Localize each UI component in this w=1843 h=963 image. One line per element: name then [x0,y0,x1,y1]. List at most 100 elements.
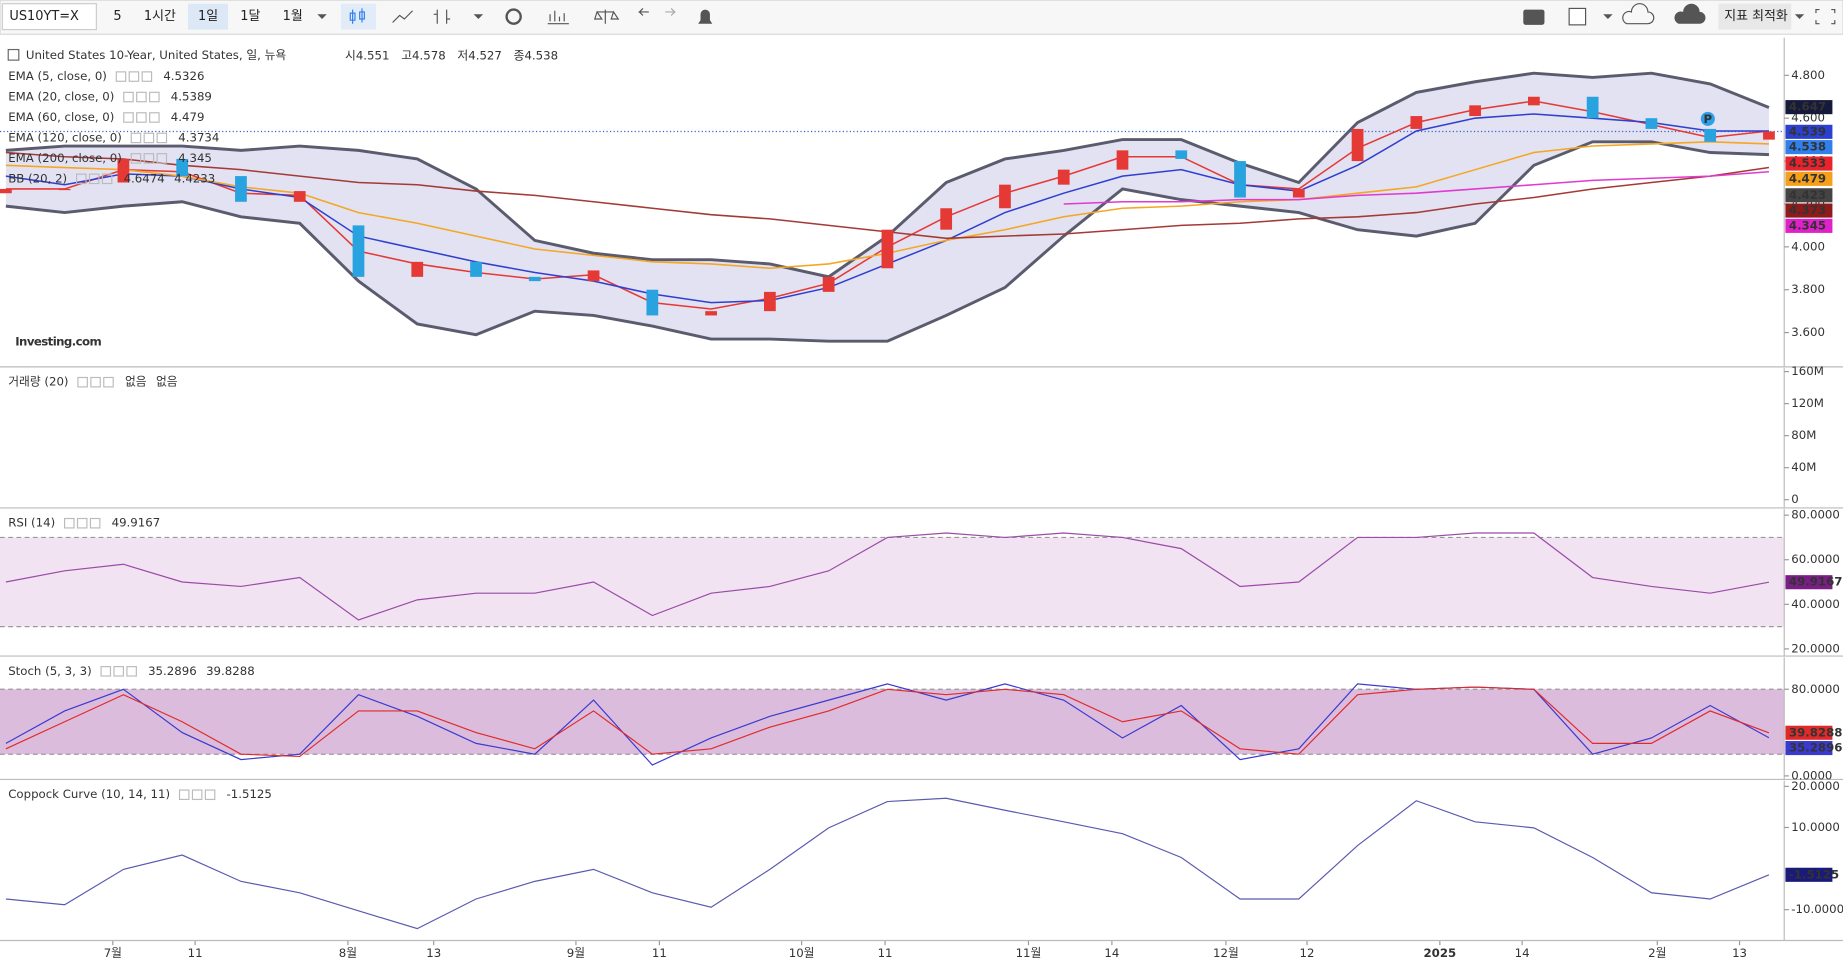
bar-icon[interactable] [433,9,451,24]
compare-icon[interactable] [593,9,620,24]
legend-icon[interactable] [123,112,134,123]
fullscreen-icon[interactable] [1815,8,1836,25]
x-tick-label: 13 [426,946,441,960]
legend-icon[interactable] [143,132,155,144]
legend-icon[interactable] [76,517,88,529]
legend-value: -1.5125 [227,787,272,801]
legend-icon[interactable] [126,666,137,677]
candle [1234,161,1246,198]
legend-icon[interactable] [88,173,100,185]
collapse-icon[interactable] [7,48,20,61]
legend-name: 거래량 (20) [8,375,68,389]
candle [176,158,189,177]
value-tag-label: 39.8288 [1789,725,1843,739]
legend-icon[interactable] [130,132,142,144]
x-tick-label: 2025 [1423,946,1456,960]
toolbar: US10YT=X 지표 최적화 5 1시간 1일 1달 1월 [0,0,1843,35]
ohlc-prefix: 시 [345,48,356,62]
band-fill [5,73,1769,342]
legend-icon[interactable] [136,112,147,123]
interval[interactable]: 5 [113,9,121,24]
chart-title: United States 10-Year, United States, 일,… [26,48,287,62]
settings-icon[interactable] [505,8,522,25]
legend-icon[interactable] [128,71,140,82]
optimize-label[interactable]: 지표 최적화 [1724,9,1788,24]
symbol-box[interactable] [1,3,97,31]
dropdown[interactable] [317,14,327,19]
dropdown[interactable] [1603,14,1613,19]
ohlc-prefix: 종 [514,48,525,62]
legend-icon[interactable] [143,153,155,164]
interval[interactable]: 1월 [283,9,303,24]
legend-icon[interactable] [103,376,114,388]
legend-icon[interactable] [178,789,190,801]
legend-value: 4.4233 [174,171,215,185]
value-tag-label: 4.538 [1789,140,1826,154]
band-lower [5,140,1770,343]
interval[interactable]: 1달 [240,9,260,24]
legend-icon[interactable] [101,173,113,185]
camera-icon[interactable] [1523,9,1545,25]
x-tick-label: 9월 [567,946,585,960]
legend-icon[interactable] [191,789,203,801]
x-tick-label: 11 [878,946,893,960]
y-tick-label: 4.800 [1791,68,1825,82]
dropdown[interactable] [473,14,484,19]
x-tick-label: 13 [1732,946,1747,960]
symbol[interactable]: US10YT=X [9,9,79,24]
x-tick-label: 10월 [789,946,815,960]
legend-icon[interactable] [149,91,160,103]
value-tag [1785,203,1833,218]
legend-icon[interactable] [89,517,101,529]
y-tick-label: 0.0000 [1791,768,1832,782]
legend-icon[interactable] [204,789,216,801]
cloud-save-icon[interactable] [1674,3,1706,24]
value-tag [1785,218,1833,233]
undo-icon[interactable] [637,7,649,16]
legend-icon[interactable] [90,376,101,388]
line-icon[interactable] [392,10,413,23]
value-tag-label: 4.539 [1789,124,1826,138]
legend-icon[interactable] [113,666,124,677]
legend-value: 39.8288 [206,664,255,678]
legend-icon[interactable] [77,376,88,388]
interval[interactable]: 1시간 [144,9,176,24]
toolbar-bg [0,0,1843,35]
y-tick-label: 4.600 [1791,111,1825,125]
candle [235,176,247,202]
interval[interactable]: 1일 [198,9,218,24]
value-tag [1785,156,1833,171]
event-marker[interactable] [1700,111,1715,126]
legend-icon[interactable] [149,112,160,123]
value-tag [1785,124,1833,139]
legend-icon[interactable] [141,71,153,82]
legend-icon[interactable] [75,173,87,185]
ohlc-prefix: 고 [401,48,412,62]
candle-icon-glyph [349,8,365,24]
legend-icon[interactable] [100,666,112,677]
y-tick-label: 20.0000 [1791,641,1840,655]
x-tick-label: 12월 [1213,946,1239,960]
legend-icon[interactable] [115,71,127,82]
candle [1175,150,1188,159]
cloud-load-icon[interactable] [1622,3,1655,25]
legend-icon[interactable] [156,132,168,144]
redo-icon[interactable] [665,7,677,16]
indicator-icon[interactable] [547,10,569,25]
value-tag-label: 4.647 [1789,100,1826,114]
optimize-button[interactable] [1718,3,1792,30]
dropdown[interactable] [1794,14,1805,19]
legend-icon[interactable] [123,91,134,103]
legend-icon[interactable] [63,517,75,529]
color-icon[interactable] [1568,7,1587,26]
legend-icon[interactable] [136,91,147,103]
x-tick-label: 11 [652,946,667,960]
candle-icon[interactable] [340,3,377,30]
ohlc-value: 4.538 [524,48,558,62]
legend-icon[interactable] [156,153,168,164]
alert-icon[interactable] [698,9,713,24]
legend-icon[interactable] [130,153,142,164]
y-tick-label: 80.0000 [1791,508,1840,522]
value-tag [1785,867,1833,882]
